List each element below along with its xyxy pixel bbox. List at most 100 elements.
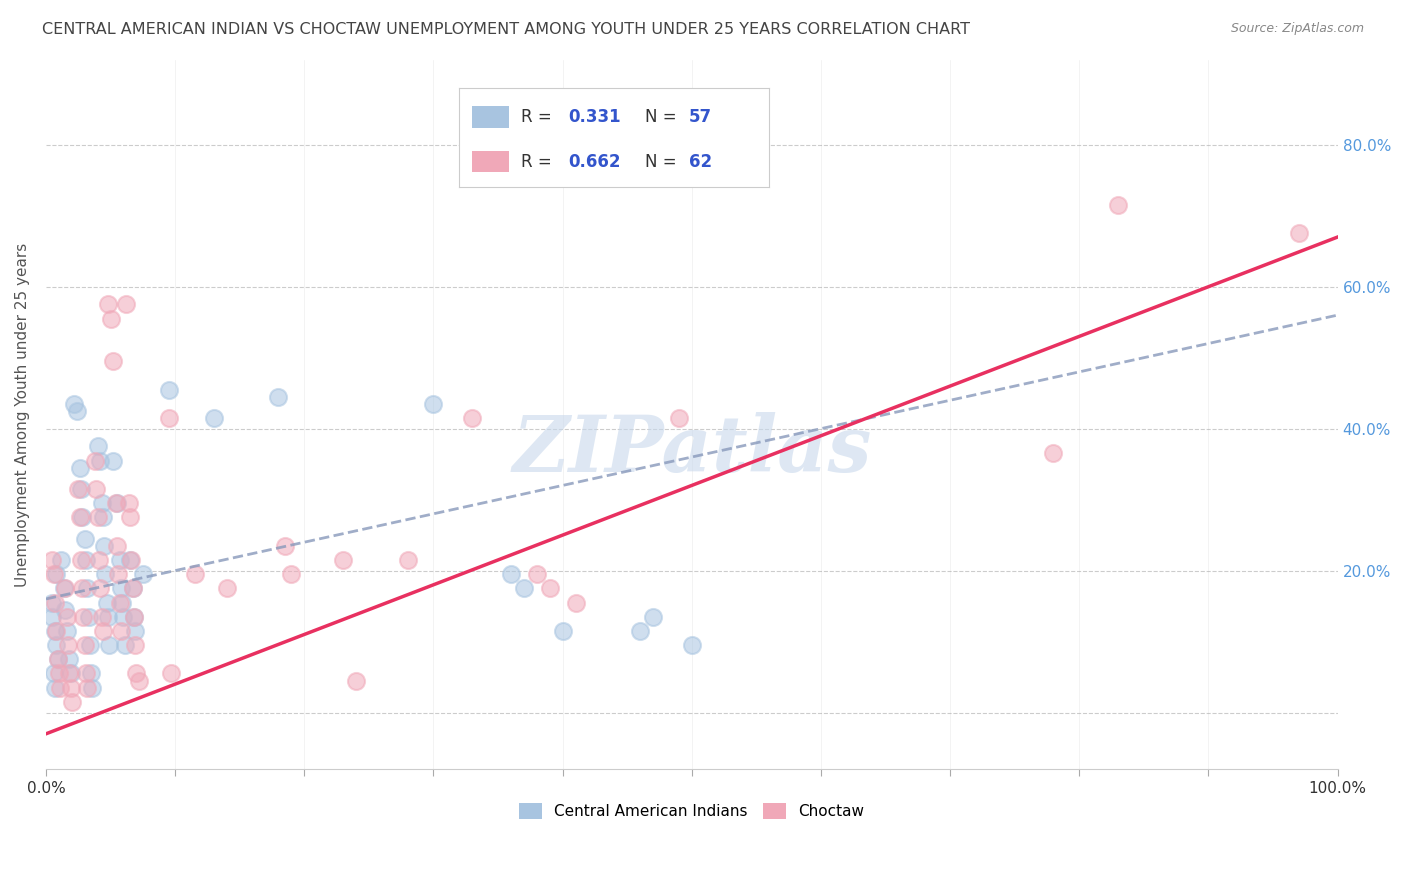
Point: [46, 652, 69, 666]
Point: [49, 681, 72, 695]
Point: [274, 539, 297, 553]
Point: [107, 567, 129, 582]
Point: [160, 666, 183, 681]
Point: [117, 496, 139, 510]
Point: [58, 666, 80, 681]
Point: [668, 411, 690, 425]
Point: [108, 553, 131, 567]
Point: [97, 297, 120, 311]
Point: [128, 673, 150, 688]
Point: [55, 609, 77, 624]
Point: [79, 638, 101, 652]
Point: [112, 609, 135, 624]
Point: [1107, 198, 1129, 212]
Point: [77, 609, 100, 624]
Point: [63, 397, 86, 411]
Point: [157, 383, 180, 397]
Point: [94, 567, 117, 582]
Point: [628, 624, 651, 638]
Point: [89, 582, 111, 596]
Point: [91, 510, 114, 524]
Point: [86, 482, 108, 496]
Point: [44, 681, 66, 695]
Point: [82, 681, 104, 695]
Point: [66, 404, 89, 418]
Point: [538, 582, 561, 596]
Y-axis label: Unemployment Among Youth under 25 years: Unemployment Among Youth under 25 years: [15, 243, 30, 587]
Point: [48, 666, 70, 681]
Point: [72, 609, 94, 624]
Text: Source: ZipAtlas.com: Source: ZipAtlas.com: [1230, 22, 1364, 36]
Point: [97, 609, 120, 624]
Point: [157, 411, 180, 425]
Point: [53, 582, 76, 596]
Point: [86, 439, 108, 453]
Point: [122, 609, 145, 624]
Point: [681, 638, 703, 652]
Point: [45, 567, 67, 582]
Point: [55, 624, 77, 638]
Point: [75, 666, 97, 681]
Point: [69, 510, 91, 524]
Point: [499, 567, 522, 582]
Point: [105, 539, 128, 553]
Point: [73, 638, 96, 652]
Point: [1042, 446, 1064, 460]
Point: [100, 311, 122, 326]
Point: [124, 638, 146, 652]
Point: [105, 496, 128, 510]
Point: [44, 595, 66, 609]
Point: [183, 567, 205, 582]
Text: CENTRAL AMERICAN INDIAN VS CHOCTAW UNEMPLOYMENT AMONG YOUTH UNDER 25 YEARS CORRE: CENTRAL AMERICAN INDIAN VS CHOCTAW UNEMP…: [42, 22, 970, 37]
Point: [70, 582, 93, 596]
Point: [70, 510, 93, 524]
Point: [344, 673, 367, 688]
Point: [60, 695, 83, 709]
Point: [267, 390, 290, 404]
Point: [132, 567, 155, 582]
Point: [41, 553, 63, 567]
Point: [551, 624, 574, 638]
Point: [114, 638, 136, 652]
Point: [59, 666, 82, 681]
Point: [202, 411, 225, 425]
Point: [42, 567, 65, 582]
Point: [122, 609, 145, 624]
Point: [45, 638, 67, 652]
Point: [84, 453, 107, 467]
Point: [118, 510, 141, 524]
Point: [75, 553, 97, 567]
Point: [121, 582, 143, 596]
Point: [120, 553, 142, 567]
Point: [93, 539, 115, 553]
Point: [89, 453, 111, 467]
Point: [1288, 227, 1310, 241]
Point: [111, 595, 134, 609]
Point: [332, 553, 354, 567]
Point: [44, 624, 66, 638]
Point: [69, 460, 91, 475]
Point: [461, 411, 484, 425]
Point: [125, 666, 148, 681]
Point: [280, 567, 302, 582]
Point: [118, 553, 141, 567]
Point: [215, 582, 238, 596]
Point: [90, 609, 112, 624]
Legend: Central American Indians, Choctaw: Central American Indians, Choctaw: [513, 797, 870, 825]
Point: [104, 496, 127, 510]
Point: [513, 582, 536, 596]
Point: [67, 482, 90, 496]
Point: [121, 582, 143, 596]
Point: [101, 453, 124, 467]
Point: [98, 638, 121, 652]
Point: [56, 638, 79, 652]
Point: [564, 595, 586, 609]
Point: [124, 624, 146, 638]
Point: [87, 553, 110, 567]
Point: [41, 595, 63, 609]
Point: [96, 595, 118, 609]
Point: [526, 567, 548, 582]
Point: [46, 652, 69, 666]
Point: [110, 624, 132, 638]
Point: [101, 354, 124, 368]
